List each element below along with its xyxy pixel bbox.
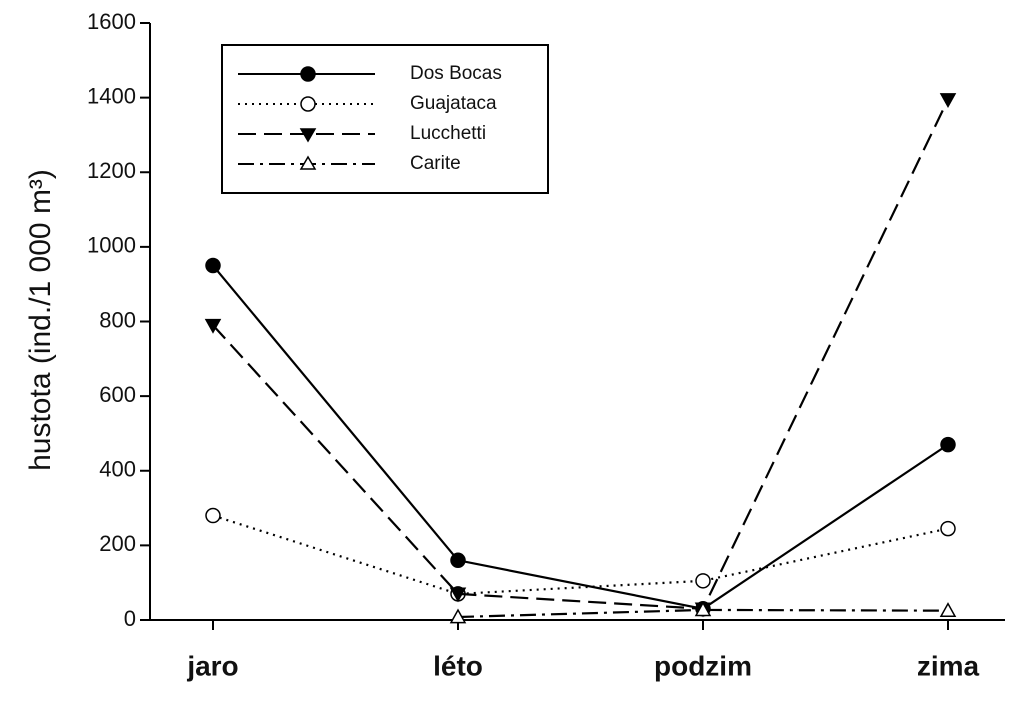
data-point <box>204 318 222 334</box>
y-axis-label: hustota (ind./1 000 m³) <box>24 169 57 471</box>
series-line <box>212 514 949 595</box>
y-tick-label: 1000 <box>87 233 136 258</box>
x-tick-label: jaro <box>186 650 238 681</box>
data-point <box>449 608 467 624</box>
x-tick-label: podzim <box>654 650 752 681</box>
data-point <box>694 601 712 617</box>
series-line <box>212 99 949 610</box>
legend-label: Dos Bocas <box>410 63 502 84</box>
y-tick-label: 800 <box>99 307 136 332</box>
legend-label: Carite <box>410 153 461 174</box>
y-tick-label: 0 <box>124 606 136 631</box>
series-line <box>457 608 949 619</box>
data-point <box>205 507 221 524</box>
legend-marker <box>299 155 317 170</box>
data-point <box>939 602 957 618</box>
legend-label: Lucchetti <box>410 123 486 144</box>
x-tick-label: zima <box>917 650 980 681</box>
y-tick-label: 400 <box>99 457 136 482</box>
legend-label: Guajataca <box>410 93 497 114</box>
data-point <box>940 436 956 453</box>
y-tick-label: 600 <box>99 382 136 407</box>
data-point <box>205 257 221 274</box>
x-tick-label: léto <box>433 650 483 681</box>
legend-marker <box>300 66 316 82</box>
legend-marker <box>299 128 317 143</box>
y-tick-label: 1400 <box>87 83 136 108</box>
legend-marker <box>300 96 316 112</box>
legend-box <box>221 44 549 194</box>
data-point <box>695 573 711 589</box>
data-point <box>939 93 957 109</box>
series-line <box>212 264 949 610</box>
data-point <box>940 520 956 537</box>
y-tick-label: 1200 <box>87 158 136 183</box>
data-point <box>450 552 466 569</box>
data-point <box>449 587 467 603</box>
y-tick-label: 200 <box>99 531 136 556</box>
y-tick-label: 1600 <box>87 9 136 34</box>
